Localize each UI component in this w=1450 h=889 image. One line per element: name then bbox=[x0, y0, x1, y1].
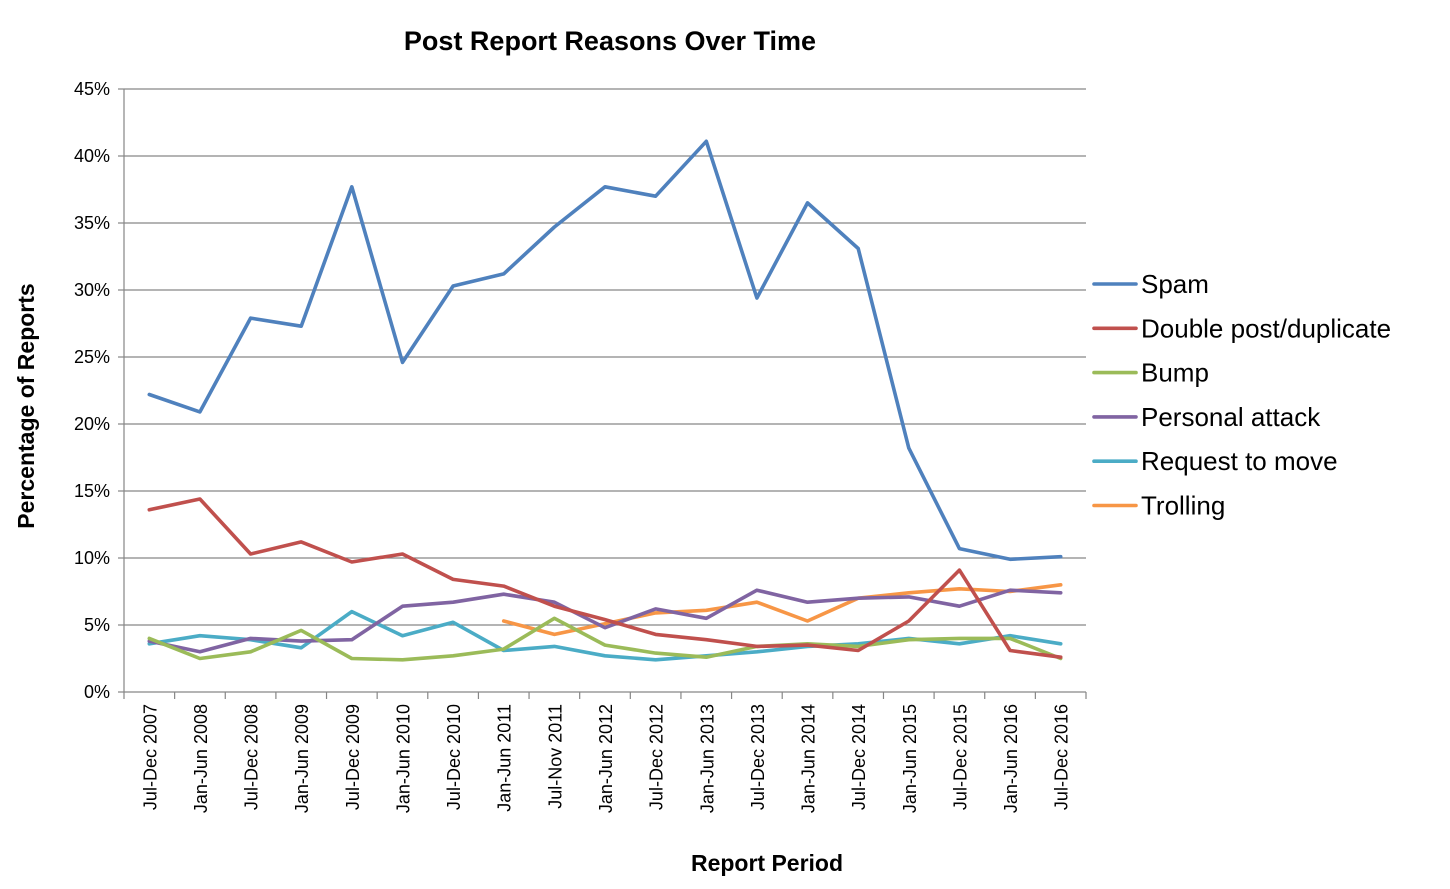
y-tick-label: 25% bbox=[74, 347, 110, 367]
legend-label-personal-attack: Personal attack bbox=[1141, 402, 1321, 432]
y-tick-label: 30% bbox=[74, 280, 110, 300]
x-axis-title: Report Period bbox=[691, 850, 843, 876]
y-axis-tick-labels: 0% 5% 10% 15% 20% 25% 30% 35% 40% 45% bbox=[74, 79, 110, 702]
y-tick-label: 15% bbox=[74, 481, 110, 501]
x-axis-tick-labels: Jul-Dec 2007 Jan-Jun 2008 Jul-Dec 2008 Jan-… bbox=[140, 704, 1071, 813]
x-tick-label: Jul-Dec 2016 bbox=[1052, 704, 1072, 810]
x-tick-label: Jan-Jun 2009 bbox=[292, 704, 312, 813]
series-lines bbox=[147, 139, 1063, 662]
series-line-personal-attack bbox=[147, 588, 1063, 654]
x-tick-label: Jul-Dec 2014 bbox=[849, 704, 869, 810]
y-axis-title: Percentage of Reports bbox=[13, 283, 39, 528]
x-tick-label: Jan-Jun 2008 bbox=[191, 704, 211, 813]
series-line-bump bbox=[147, 616, 1063, 662]
chart-title: Post Report Reasons Over Time bbox=[404, 26, 816, 56]
y-tick-label: 45% bbox=[74, 79, 110, 99]
y-tick-label: 0% bbox=[84, 682, 110, 702]
x-tick-label: Jul-Dec 2015 bbox=[950, 704, 970, 810]
legend-label-spam: Spam bbox=[1141, 269, 1209, 299]
x-tick-label: Jan-Jun 2015 bbox=[900, 704, 920, 813]
axes bbox=[118, 88, 1087, 699]
x-tick-label: Jul-Dec 2007 bbox=[140, 704, 160, 810]
legend-label-double-post-duplicate: Double post/duplicate bbox=[1141, 313, 1391, 343]
series-line-trolling bbox=[501, 583, 1063, 637]
legend-label-bump: Bump bbox=[1141, 358, 1209, 388]
x-tick-label: Jan-Jun 2014 bbox=[799, 704, 819, 813]
x-tick-label: Jan-Jun 2011 bbox=[495, 704, 515, 812]
legend: Spam Double post/duplicate Bump Personal at… bbox=[1092, 269, 1391, 521]
x-tick-label: Jan-Jun 2016 bbox=[1001, 704, 1021, 813]
gridlines bbox=[124, 88, 1086, 626]
y-tick-label: 5% bbox=[84, 615, 110, 635]
x-tick-label: Jan-Jun 2012 bbox=[596, 704, 616, 813]
y-tick-label: 35% bbox=[74, 213, 110, 233]
x-tick-label: Jul-Dec 2013 bbox=[748, 704, 768, 810]
x-tick-label: Jul-Dec 2008 bbox=[242, 704, 262, 810]
legend-label-trolling: Trolling bbox=[1141, 491, 1225, 521]
x-tick-label: Jan-Jun 2010 bbox=[393, 704, 413, 813]
x-tick-label: Jul-Dec 2012 bbox=[647, 704, 667, 810]
x-tick-label: Jan-Jun 2013 bbox=[697, 704, 717, 813]
x-tick-label: Jul-Dec 2009 bbox=[343, 704, 363, 810]
y-tick-label: 10% bbox=[74, 548, 110, 568]
series-line-double-post-duplicate bbox=[147, 497, 1063, 659]
y-tick-label: 40% bbox=[74, 146, 110, 166]
y-tick-label: 20% bbox=[74, 414, 110, 434]
series-line-spam bbox=[147, 139, 1063, 562]
x-tick-label: Jul-Nov 2011 bbox=[545, 704, 565, 809]
legend-label-request-to-move: Request to move bbox=[1141, 446, 1338, 476]
x-tick-label: Jul-Dec 2010 bbox=[444, 704, 464, 810]
